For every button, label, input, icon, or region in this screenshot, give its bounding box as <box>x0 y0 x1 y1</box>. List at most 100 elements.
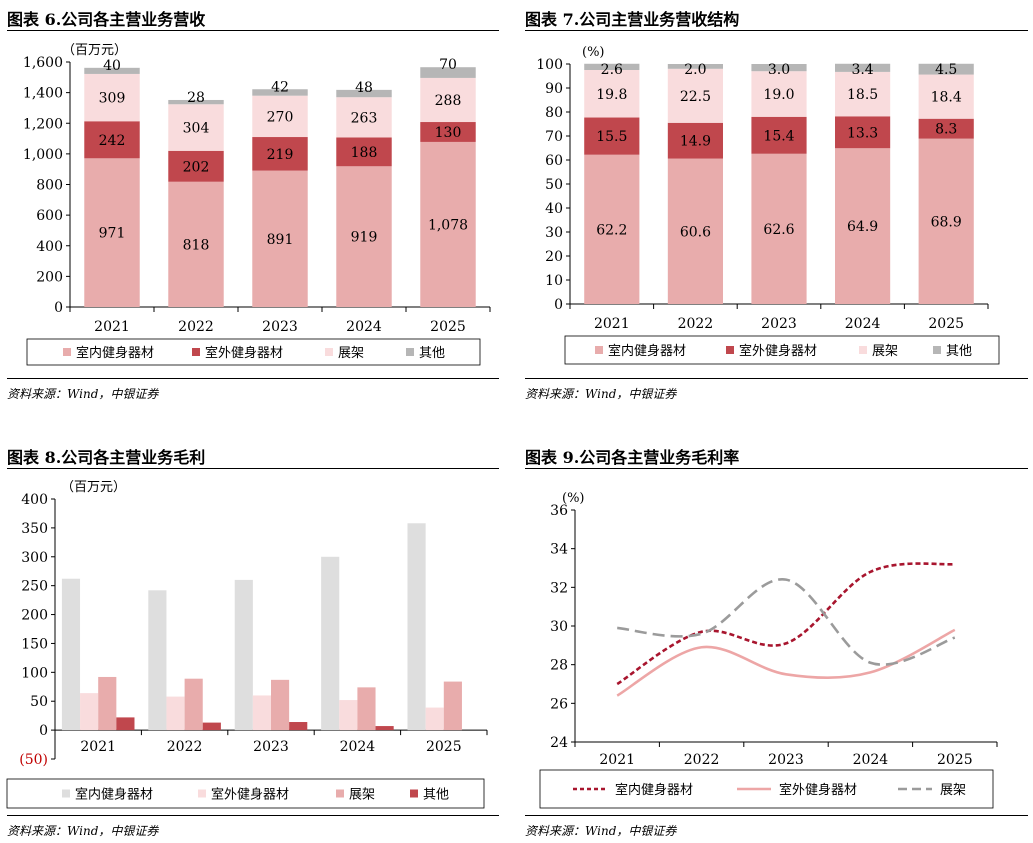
source-note: 资料来源：Wind，中银证券 <box>7 824 159 838</box>
bar-segment <box>84 73 140 122</box>
legend-swatch <box>595 346 603 354</box>
title-rule <box>525 468 1028 469</box>
y-tick-label: 10 <box>545 273 563 289</box>
y-tick-label: 34 <box>550 542 568 558</box>
data-label: 19.8 <box>596 87 627 103</box>
legend-swatch <box>933 346 941 354</box>
source-rule <box>525 815 1028 816</box>
y-tick-label: 600 <box>36 208 63 224</box>
bar <box>271 679 290 731</box>
x-tick-label: 2021 <box>80 739 116 755</box>
bar <box>166 696 185 731</box>
revenue-structure-chart: 0 10 20 30 40 50 60 70 80 90 100 (%) 2021 2022 2023 202… <box>536 45 1000 365</box>
source-rule <box>7 815 499 816</box>
y-tick-label: 200 <box>21 608 48 624</box>
y-tick-label: 30 <box>545 225 563 241</box>
bar-segment <box>252 170 308 307</box>
gross-margin-chart: 24 26 28 30 32 34 36(%) 2021 2022 2023 2024 2025 室内健… <box>539 491 998 809</box>
bar <box>234 579 253 731</box>
panel-title: 图表 6.公司各主营业务营收 <box>7 10 206 29</box>
data-label: 60.6 <box>680 224 711 240</box>
bar-segment <box>84 67 140 74</box>
data-label: 2.0 <box>684 62 706 78</box>
legend-label: 室内健身器材 <box>615 782 693 798</box>
data-label: 19.0 <box>763 87 794 103</box>
data-label: 62.6 <box>763 222 794 238</box>
bar-segment <box>667 158 723 304</box>
x-tick-label: 2021 <box>599 752 635 768</box>
y-tick-label: 70 <box>545 129 563 145</box>
legend-swatch <box>859 346 867 354</box>
x-tick-label: 2023 <box>262 319 298 335</box>
data-label: 18.4 <box>931 90 962 106</box>
data-label: 3.4 <box>851 62 873 78</box>
series-line <box>617 578 956 666</box>
x-tick-label: 2024 <box>340 739 376 755</box>
data-label: 14.9 <box>680 134 711 150</box>
bar-segment <box>751 116 807 154</box>
bar-segment <box>667 122 723 159</box>
legend-label: 展架 <box>349 788 375 803</box>
legend: 室内健身器材 室外健身器材 展架 其他 <box>63 345 445 361</box>
data-label: 130 <box>435 125 462 141</box>
data-label: 263 <box>351 110 378 126</box>
bar-segment <box>336 89 392 98</box>
legend-label: 室外健身器材 <box>211 787 289 803</box>
legend: 室内健身器材 室外健身器材 展架 <box>573 782 966 798</box>
x-tick-label: 2022 <box>684 752 720 768</box>
x-tick-label: 2025 <box>928 316 964 332</box>
bar-segment <box>918 63 974 75</box>
y-tick-label: 50 <box>545 177 563 193</box>
panel-gross-profit: 图表 8.公司各主营业务毛利 (50) 0 50 100 150 200 250 300 350… <box>6 440 499 843</box>
data-label: 309 <box>99 91 126 107</box>
y-tick-label: 30 <box>550 619 568 635</box>
bar-segment <box>336 97 392 138</box>
series-line <box>616 562 955 686</box>
y-tick-label: 28 <box>550 658 568 674</box>
legend-swatch <box>62 789 70 798</box>
data-label: 13.3 <box>847 125 878 141</box>
data-label: 242 <box>99 133 126 149</box>
legend-swatch <box>726 346 734 354</box>
bar <box>443 681 462 731</box>
y-tick-label: 40 <box>545 201 563 217</box>
data-label: 15.4 <box>763 128 794 144</box>
bar <box>80 693 99 731</box>
bar <box>202 722 221 731</box>
y-tick-label: 150 <box>21 636 48 652</box>
source-rule <box>525 378 1028 379</box>
data-label: 68.9 <box>931 214 962 230</box>
bar-segment <box>168 181 224 307</box>
x-tick-label: 2025 <box>430 319 466 335</box>
bar-segment <box>667 64 723 69</box>
legend: 室内健身器材 室外健身器材 展架 其他 <box>595 343 972 359</box>
x-tick-label: 2025 <box>426 739 462 755</box>
y-tick-label: 250 <box>21 579 48 595</box>
legend-swatch <box>63 348 71 356</box>
bar-segment <box>84 158 140 307</box>
bar-segment <box>336 137 392 167</box>
bar <box>321 556 340 731</box>
data-label: 48 <box>355 80 373 96</box>
bar-segment <box>336 166 392 307</box>
x-tick-label: 2022 <box>167 739 203 755</box>
legend-label: 室外健身器材 <box>739 343 817 359</box>
bar-segment <box>835 116 891 149</box>
bar-segment <box>420 141 476 307</box>
panel-title: 图表 8.公司各主营业务毛利 <box>7 448 206 467</box>
bar-segment <box>420 122 476 142</box>
data-label: 270 <box>267 109 294 125</box>
y-unit-label: （百万元） <box>61 480 126 495</box>
y-tick-label: 36 <box>550 503 568 519</box>
bar-segment <box>420 67 476 78</box>
y-tick-label: 200 <box>36 269 63 285</box>
legend: 室内健身器材 室外健身器材 展架 其他 <box>62 787 449 803</box>
y-tick-label: 350 <box>21 521 48 537</box>
bar-segment <box>252 137 308 171</box>
data-label: 188 <box>351 145 378 161</box>
bar <box>375 726 394 731</box>
y-tick-label: 800 <box>36 178 63 194</box>
bar-segment <box>667 68 723 123</box>
y-unit-label: (%) <box>562 491 585 506</box>
x-tick-label: 2022 <box>678 316 714 332</box>
